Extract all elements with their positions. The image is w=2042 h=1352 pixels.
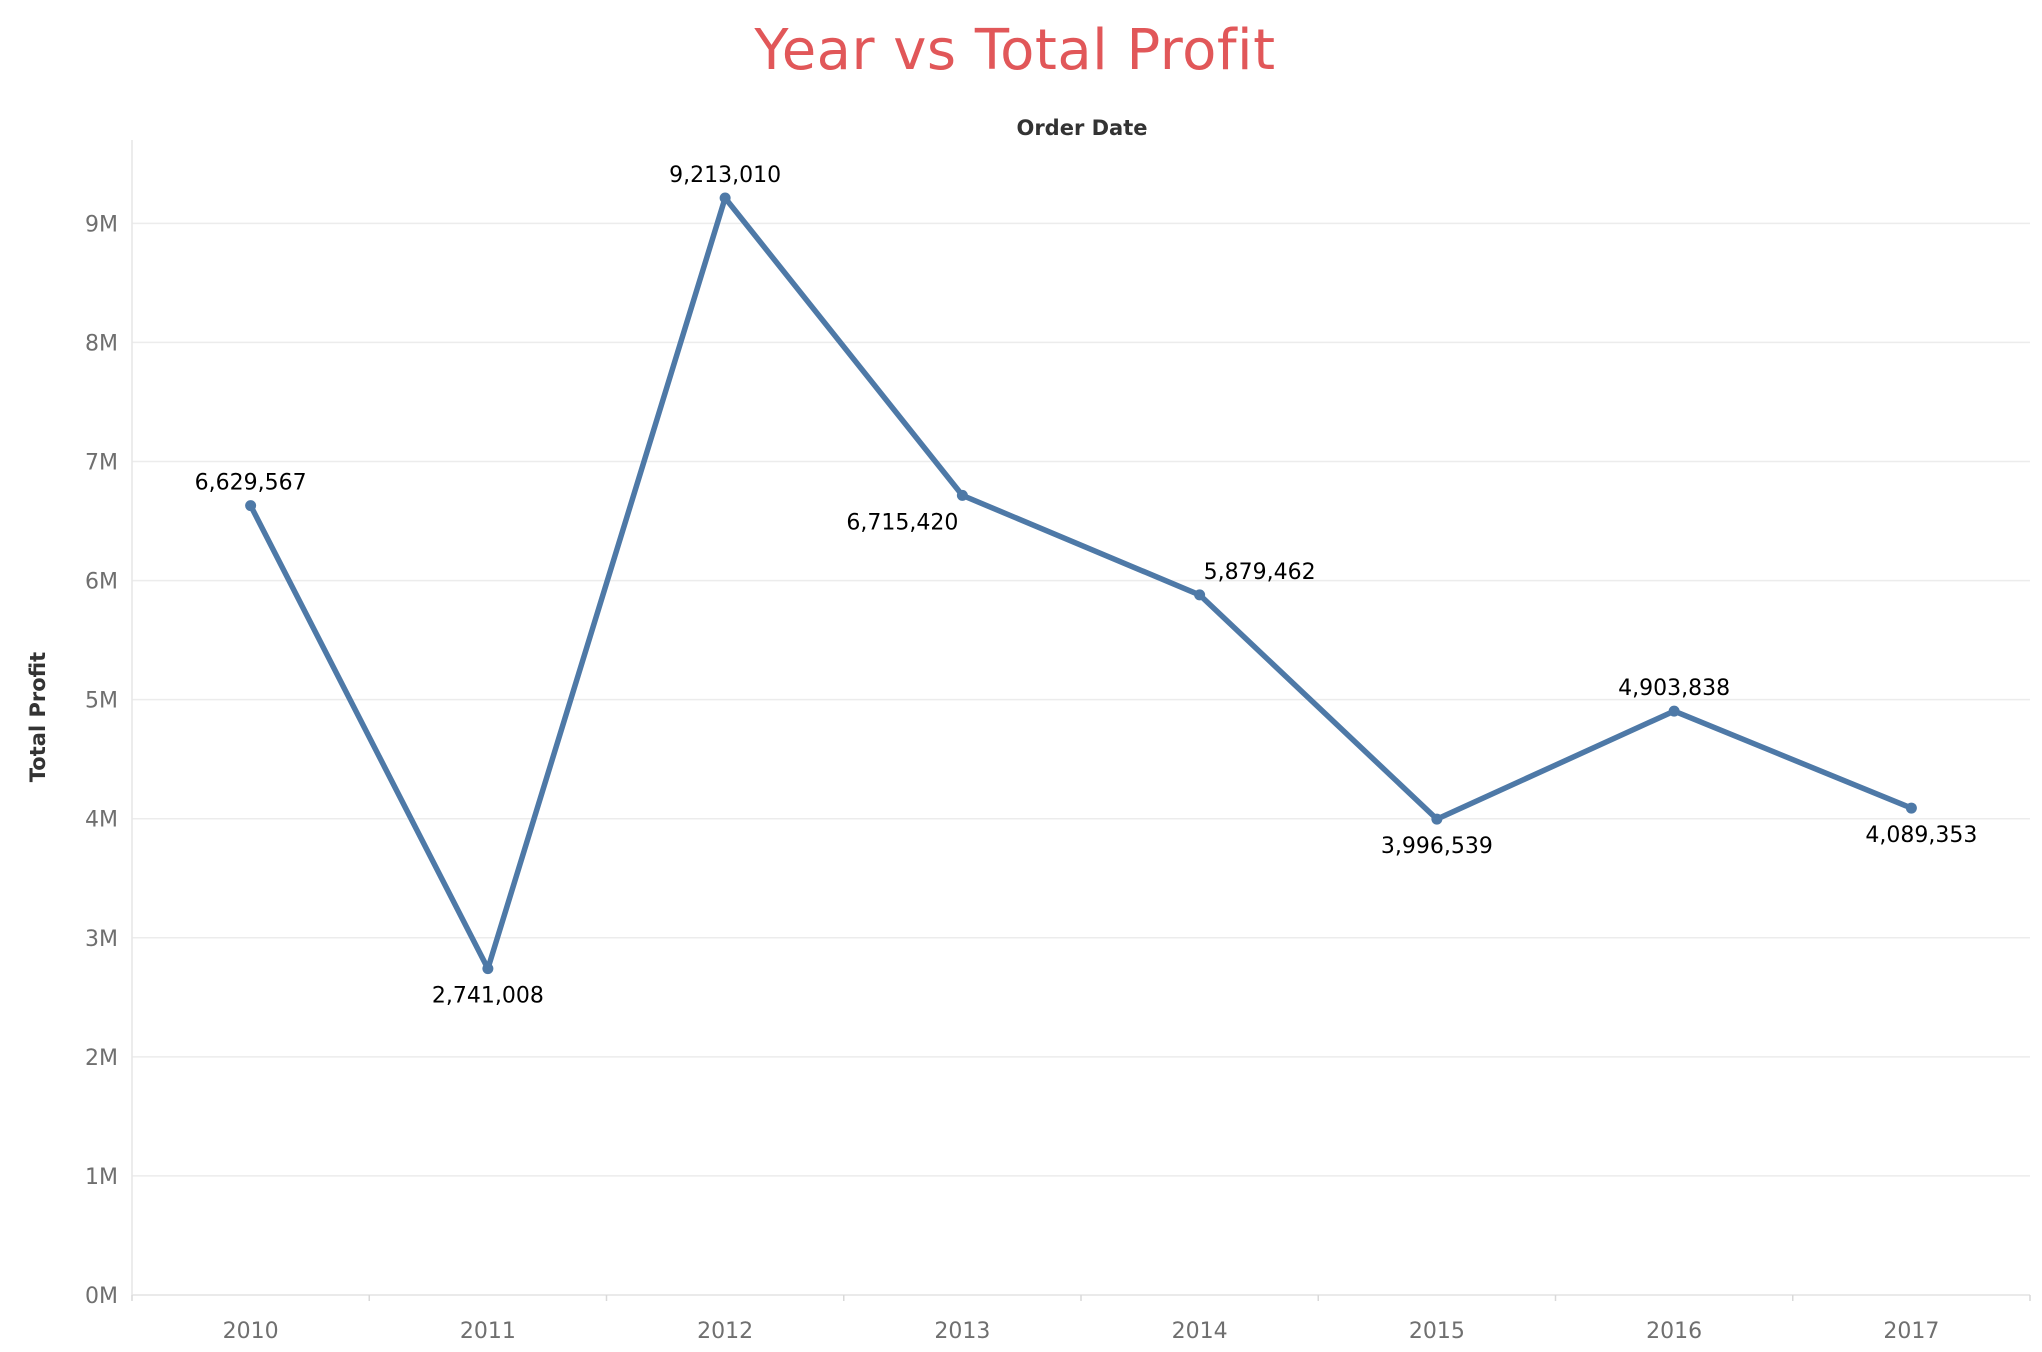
data-label: 5,879,462: [1204, 560, 1316, 585]
y-tick-label: 3M: [85, 927, 118, 952]
x-tick-label: 2014: [1172, 1319, 1228, 1344]
data-point: [482, 963, 494, 975]
y-tick-label: 7M: [85, 450, 118, 475]
grid-lines: [132, 222, 2030, 1296]
x-tick-label: 2010: [223, 1319, 279, 1344]
data-point: [245, 500, 257, 512]
y-axis-title: Total Profit: [26, 652, 50, 782]
y-tick-label: 1M: [85, 1165, 118, 1190]
data-point: [1905, 802, 1917, 814]
series-line: [247, 195, 1915, 972]
y-tick-label: 4M: [85, 808, 118, 833]
y-tick-label: 9M: [85, 212, 118, 237]
data-label: 4,903,838: [1618, 676, 1730, 701]
data-label: 3,996,539: [1381, 834, 1493, 859]
x-tick-label: 2011: [460, 1319, 516, 1344]
data-label: 2,741,008: [432, 984, 544, 1009]
data-point: [1194, 589, 1206, 601]
x-tick-labels: 2010 2011 2012 2013 2014 2015 2016 2017: [223, 1319, 1940, 1344]
x-axis-title: Order Date: [1016, 116, 1147, 140]
data-label: 4,089,353: [1865, 823, 1977, 848]
data-label: 6,715,420: [846, 510, 958, 535]
axes: Order Date Total Profit: [26, 116, 2031, 1301]
y-tick-label: 0M: [85, 1284, 118, 1309]
chart-title: Year vs Total Profit: [754, 18, 1276, 83]
data-point: [956, 489, 968, 501]
x-tick-label: 2015: [1409, 1319, 1465, 1344]
y-tick-label: 5M: [85, 689, 118, 714]
x-tick-label: 2012: [697, 1319, 753, 1344]
y-tick-labels: 0M 1M 2M 3M 4M 5M 6M 7M 8M 9M: [85, 212, 118, 1309]
x-tick-label: 2013: [934, 1319, 990, 1344]
series-line-group: [245, 192, 1917, 975]
y-tick-label: 2M: [85, 1046, 118, 1071]
data-point: [1431, 813, 1443, 825]
x-tick-label: 2017: [1883, 1319, 1939, 1344]
y-tick-label: 8M: [85, 331, 118, 356]
data-label: 6,629,567: [195, 471, 307, 496]
y-tick-label: 6M: [85, 570, 118, 595]
x-tick-label: 2016: [1646, 1319, 1702, 1344]
data-labels: 6,629,567 2,741,008 9,213,010 6,715,420 5,87…: [195, 163, 1978, 1009]
data-label: 9,213,010: [669, 163, 781, 188]
data-point: [1668, 705, 1680, 717]
data-point: [719, 192, 731, 204]
